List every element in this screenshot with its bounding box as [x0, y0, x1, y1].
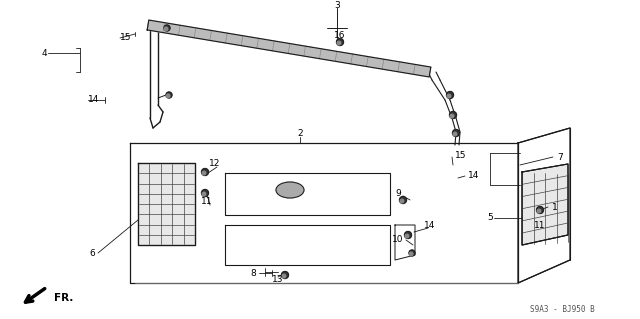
Circle shape: [337, 39, 344, 46]
Circle shape: [400, 199, 404, 203]
Text: 13: 13: [272, 276, 284, 285]
Text: 14: 14: [88, 95, 99, 105]
Circle shape: [537, 209, 541, 213]
Circle shape: [202, 192, 205, 196]
Circle shape: [452, 130, 460, 137]
Circle shape: [202, 168, 209, 175]
Text: 9: 9: [395, 189, 401, 197]
Circle shape: [164, 27, 168, 31]
Text: 11: 11: [201, 197, 212, 206]
Polygon shape: [522, 164, 568, 245]
Text: 12: 12: [209, 159, 221, 167]
Circle shape: [449, 112, 456, 118]
Circle shape: [202, 189, 209, 197]
Text: 1: 1: [552, 203, 558, 211]
Circle shape: [164, 25, 170, 31]
Circle shape: [536, 206, 543, 213]
Circle shape: [409, 250, 415, 256]
Circle shape: [447, 94, 451, 98]
Circle shape: [202, 171, 205, 175]
Text: 14: 14: [424, 220, 436, 229]
Text: 3: 3: [334, 2, 340, 11]
Circle shape: [166, 94, 170, 98]
Circle shape: [405, 234, 409, 238]
Text: 11: 11: [534, 220, 546, 229]
Polygon shape: [147, 20, 431, 77]
Text: 14: 14: [468, 172, 479, 181]
Text: 16: 16: [334, 32, 346, 41]
Circle shape: [282, 274, 285, 278]
Circle shape: [404, 232, 412, 239]
Text: 7: 7: [557, 152, 563, 161]
Circle shape: [447, 92, 454, 99]
Text: 5: 5: [487, 213, 493, 222]
Circle shape: [410, 252, 413, 256]
Circle shape: [453, 132, 457, 136]
Circle shape: [282, 271, 289, 278]
Text: 2: 2: [297, 129, 303, 137]
Text: 8: 8: [250, 269, 256, 278]
Polygon shape: [138, 163, 195, 245]
Circle shape: [399, 197, 406, 204]
Text: FR.: FR.: [54, 293, 74, 303]
Ellipse shape: [276, 182, 304, 198]
Text: 6: 6: [89, 249, 95, 257]
Circle shape: [450, 114, 454, 118]
Text: 10: 10: [392, 235, 404, 244]
Text: 4: 4: [42, 48, 47, 57]
Text: 15: 15: [120, 33, 131, 42]
Circle shape: [166, 92, 172, 98]
Circle shape: [337, 41, 340, 45]
Text: S9A3 - BJ950 B: S9A3 - BJ950 B: [531, 306, 595, 315]
Text: 15: 15: [455, 151, 467, 160]
